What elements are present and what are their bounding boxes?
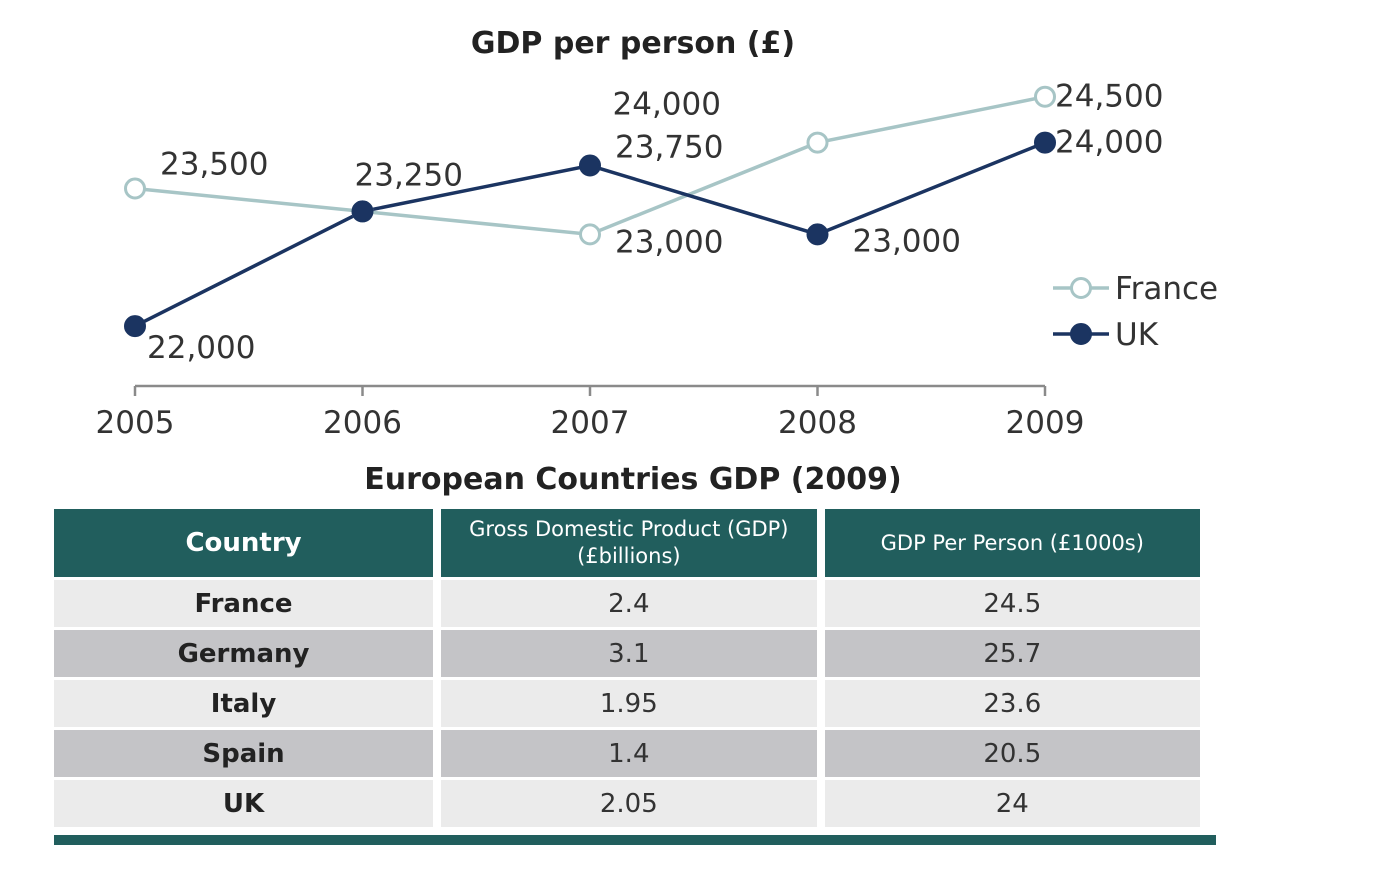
- series-group: [124, 85, 1056, 338]
- data-labels: 23,500 23,000 24,000 24,500 22,000 23,250 23,7…: [147, 79, 1163, 366]
- legend-marker-france: [1070, 277, 1092, 299]
- gdp-cell: 3.1: [441, 627, 817, 677]
- per-person-cell: 23.6: [824, 677, 1200, 727]
- header-gdp-line1: Gross Domestic Product (GDP): [469, 517, 789, 541]
- gdp-cell: 2.4: [441, 577, 817, 627]
- gdp-cell: 2.05: [441, 777, 817, 827]
- data-label-france: 24,500: [1055, 79, 1163, 115]
- per-person-cell: 25.7: [824, 627, 1200, 677]
- data-point-uk: [124, 315, 146, 338]
- table-row: France 2.4 24.5: [54, 577, 1200, 627]
- data-label-uk: 23,000: [853, 223, 961, 259]
- chart-title: GDP per person (£): [471, 26, 795, 61]
- country-cell: Germany: [54, 627, 434, 677]
- table-row: Germany 3.1 25.7: [54, 627, 1200, 677]
- per-person-cell: 24: [824, 777, 1200, 827]
- legend: France UK: [1053, 271, 1218, 353]
- data-point-uk: [806, 223, 829, 246]
- header-country: Country: [54, 509, 434, 577]
- data-label-uk: 23,250: [355, 157, 463, 193]
- x-tick-label: 2006: [323, 405, 402, 441]
- legend-marker-uk: [1070, 323, 1092, 345]
- data-label-france: 24,000: [613, 87, 721, 123]
- table-footer-bar: [54, 835, 1216, 845]
- gdp-table: Country Gross Domestic Product (GDP) (£b…: [46, 509, 1208, 827]
- country-cell: UK: [54, 777, 434, 827]
- gdp-cell: 1.4: [441, 727, 817, 777]
- data-label-uk: 23,750: [615, 130, 723, 166]
- x-tick-label: 2009: [1006, 405, 1085, 441]
- data-point-france: [806, 131, 829, 154]
- header-gdp-line2: (£billions): [577, 544, 681, 568]
- table-title: European Countries GDP (2009): [364, 462, 902, 497]
- header-gdp: Gross Domestic Product (GDP) (£billions): [441, 509, 817, 577]
- data-point-uk: [579, 154, 601, 177]
- legend-label-france: France: [1115, 271, 1218, 307]
- legend-label-uk: UK: [1115, 317, 1159, 353]
- data-label-uk: 24,000: [1055, 125, 1163, 161]
- data-point-uk: [351, 200, 374, 223]
- table-header-row: Country Gross Domestic Product (GDP) (£b…: [54, 509, 1200, 577]
- header-per-person: GDP Per Person (£1000s): [824, 509, 1200, 577]
- x-tick-label: 2008: [778, 405, 857, 441]
- data-point-france: [579, 223, 601, 246]
- data-label-france: 23,500: [160, 146, 268, 182]
- data-label-uk: 22,000: [147, 330, 255, 366]
- x-tick-label: 2007: [551, 405, 630, 441]
- country-cell: France: [54, 577, 434, 627]
- x-tick-label: 2005: [96, 405, 175, 441]
- table-row: Italy 1.95 23.6: [54, 677, 1200, 727]
- table-row: Spain 1.4 20.5: [54, 727, 1200, 777]
- data-point-france: [124, 177, 146, 200]
- data-point-uk: [1034, 131, 1056, 154]
- table-row: UK 2.05 24: [54, 777, 1200, 827]
- data-point-france: [1034, 85, 1056, 108]
- x-axis: 2005 2006 2007 2008 2009: [96, 384, 1085, 441]
- line-chart: GDP per person (£) 2005 2006 2007 2008 2009 …: [96, 26, 1219, 441]
- per-person-cell: 24.5: [824, 577, 1200, 627]
- country-cell: Italy: [54, 677, 434, 727]
- per-person-cell: 20.5: [824, 727, 1200, 777]
- country-cell: Spain: [54, 727, 434, 777]
- gdp-cell: 1.95: [441, 677, 817, 727]
- data-label-france: 23,000: [615, 224, 723, 260]
